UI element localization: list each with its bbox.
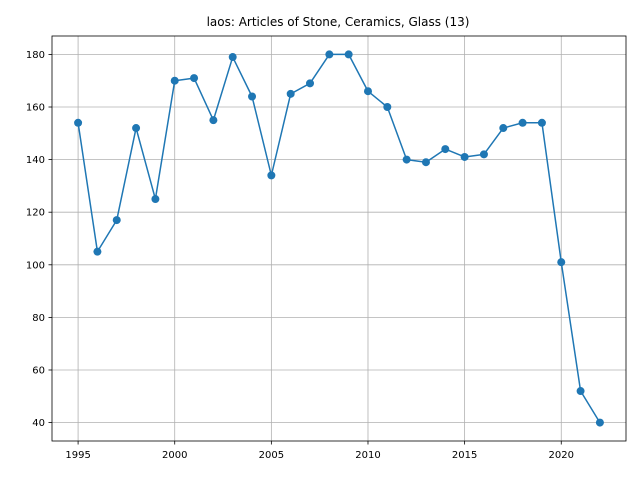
data-point [344, 50, 353, 59]
data-point [363, 87, 372, 96]
data-series [74, 50, 604, 427]
data-point [383, 103, 392, 112]
data-point [402, 155, 411, 164]
y-tick-label: 60 [32, 365, 45, 376]
data-point [74, 118, 83, 127]
data-point [518, 118, 527, 127]
data-point [576, 387, 585, 396]
data-point [557, 258, 566, 267]
data-point [499, 124, 508, 133]
y-tick-label: 160 [26, 103, 45, 114]
x-tick-label: 2015 [452, 450, 477, 461]
data-point [170, 76, 179, 85]
y-tick-label: 180 [26, 50, 45, 61]
axes: 1995 2000 2005 2010 2015 2020 40 60 80 100 120 140 1… [26, 50, 574, 461]
x-tick-label: 2020 [549, 450, 574, 461]
x-tick-label: 2010 [355, 450, 380, 461]
data-point [421, 158, 430, 167]
y-tick-label: 100 [26, 260, 45, 271]
data-point [286, 89, 295, 98]
data-point [595, 418, 604, 427]
y-tick-label: 80 [32, 313, 45, 324]
data-point [460, 152, 469, 161]
data-point [441, 145, 450, 154]
y-tick-label: 120 [26, 208, 45, 219]
data-point [537, 118, 546, 127]
data-point [479, 150, 488, 159]
y-tick-label: 140 [26, 155, 45, 166]
y-tick-label: 40 [32, 418, 45, 429]
data-point [112, 216, 121, 225]
series-line [77, 53, 601, 423]
data-point [248, 92, 257, 101]
data-point [151, 195, 160, 204]
x-tick-label: 2000 [162, 450, 187, 461]
chart-title: laos: Articles of Stone, Ceramics, Glass… [207, 15, 470, 29]
data-point [209, 116, 218, 125]
data-point [267, 171, 276, 180]
data-point [228, 53, 237, 62]
x-tick-label: 1995 [65, 450, 90, 461]
data-point [325, 50, 334, 59]
plot-frame [51, 35, 627, 442]
data-point [132, 124, 141, 133]
data-point [93, 247, 102, 256]
data-point [306, 79, 315, 88]
x-tick-label: 2005 [259, 450, 284, 461]
data-point [190, 74, 199, 83]
